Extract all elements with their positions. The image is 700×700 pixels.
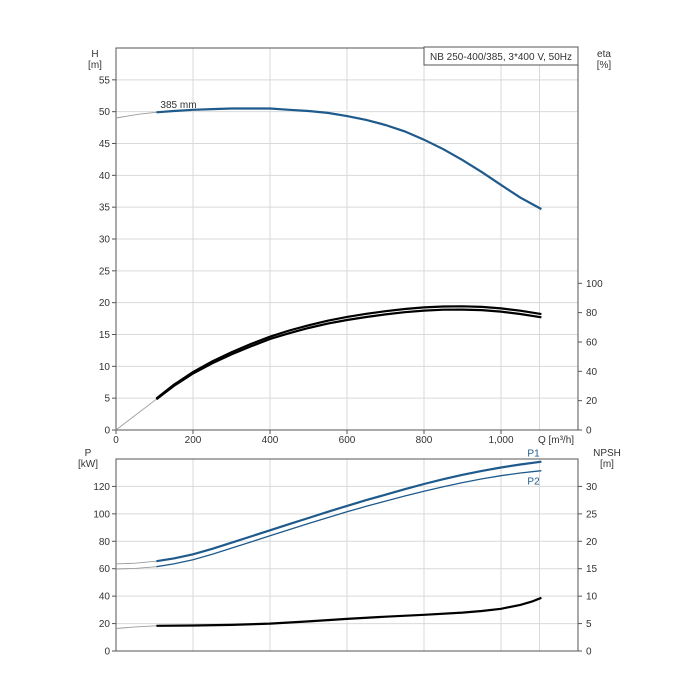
grid-lines bbox=[116, 48, 578, 651]
bottom-y-left-tick-label: 20 bbox=[99, 619, 111, 630]
impeller-diameter-annotation: 385 mm bbox=[160, 100, 196, 111]
bottom-y-left-title: P [kW] bbox=[78, 448, 98, 470]
series-extension-line bbox=[115, 566, 157, 570]
top-y-right-tick-label: 100 bbox=[586, 279, 603, 290]
bottom-y-right-tick-label: 15 bbox=[586, 564, 598, 575]
series-extension-line bbox=[115, 560, 157, 565]
series-line bbox=[156, 596, 542, 627]
series-extension-line bbox=[115, 111, 157, 119]
x-tick-label: 400 bbox=[262, 435, 279, 446]
top-y-left-tick-label: 15 bbox=[99, 330, 111, 341]
top-y-left-tick-label: 40 bbox=[99, 171, 111, 182]
series-line bbox=[155, 308, 542, 401]
series-line bbox=[156, 107, 542, 211]
top-y-left-title: H [m] bbox=[88, 49, 102, 71]
top-y-left-tick-label: 5 bbox=[104, 394, 110, 405]
top-y-right-tick-label: 0 bbox=[586, 426, 592, 437]
top-y-right-tick-label: 20 bbox=[586, 396, 598, 407]
top-y-left-tick-label: 0 bbox=[104, 426, 110, 437]
bottom-y-left-tick-label: 80 bbox=[99, 537, 111, 548]
bottom-y-right-tick-label: 5 bbox=[586, 619, 592, 630]
top-y-left-tick-label: 50 bbox=[99, 107, 111, 118]
top-y-left-tick-label: 10 bbox=[99, 362, 111, 373]
chart-title-box bbox=[423, 46, 579, 66]
bottom-y-left-tick-label: 100 bbox=[93, 509, 110, 520]
bottom-plot-frame bbox=[115, 458, 579, 652]
top-y-left-tick-label: 45 bbox=[99, 139, 111, 150]
axis-titles: H [m] eta [%] P [kW] NPSH [m] Q [m³/h] NB 25… bbox=[78, 46, 621, 470]
series-extension-line bbox=[115, 398, 157, 431]
series-line bbox=[156, 460, 542, 563]
bottom-y-left-tick-label: 60 bbox=[99, 564, 111, 575]
top-y-left-tick-label: 20 bbox=[99, 298, 111, 309]
chart-title: NB 250-400/385, 3*400 V, 50Hz bbox=[430, 52, 572, 63]
top-y-right-tick-label: 60 bbox=[586, 337, 598, 348]
bottom-y-left-tick-label: 0 bbox=[104, 647, 110, 658]
x-tick-label: 200 bbox=[185, 435, 202, 446]
x-tick-label: 1,000 bbox=[488, 435, 513, 446]
series-line bbox=[156, 470, 542, 568]
x-tick-label: 0 bbox=[113, 435, 119, 446]
bottom-y-right-tick-label: 0 bbox=[586, 647, 592, 658]
bottom-y-right-tick-label: 20 bbox=[586, 537, 598, 548]
series-extension-line bbox=[115, 625, 157, 629]
x-axis-title: Q [m³/h] bbox=[538, 435, 574, 446]
top-y-left-tick-label: 55 bbox=[99, 75, 111, 86]
bottom-y-left-tick-label: 120 bbox=[93, 482, 110, 493]
bottom-y-right-tick-label: 10 bbox=[586, 592, 598, 603]
tick-labels: 0 200 400 600 800 1,0000510152025303540455055… bbox=[93, 75, 603, 657]
top-y-left-tick-label: 30 bbox=[99, 235, 111, 246]
x-tick-label: 600 bbox=[339, 435, 356, 446]
series-label: P1 bbox=[527, 449, 540, 460]
top-y-right-tick-label: 80 bbox=[586, 308, 598, 319]
top-y-left-tick-label: 35 bbox=[99, 203, 111, 214]
top-y-left-tick-label: 25 bbox=[99, 266, 111, 277]
top-y-right-tick-label: 40 bbox=[586, 367, 598, 378]
x-tick-label: 800 bbox=[416, 435, 433, 446]
bottom-y-right-title: NPSH [m] bbox=[593, 448, 621, 470]
bottom-y-right-tick-label: 25 bbox=[586, 509, 598, 520]
bottom-y-right-tick-label: 30 bbox=[586, 482, 598, 493]
series-label: P2 bbox=[527, 477, 540, 488]
series-lines: P1 P2 385 mm bbox=[115, 100, 542, 629]
series-line bbox=[155, 305, 542, 400]
top-y-right-title: eta [%] bbox=[597, 49, 612, 71]
bottom-y-left-tick-label: 40 bbox=[99, 592, 111, 603]
